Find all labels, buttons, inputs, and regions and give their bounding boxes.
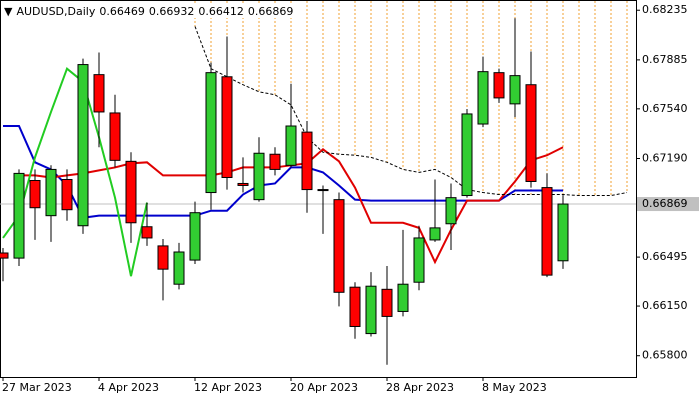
candle-body — [13, 172, 25, 259]
x-tick-label: 20 Apr 2023 — [290, 381, 358, 394]
header-close: 0.66869 — [247, 5, 294, 18]
candle-body — [109, 112, 121, 161]
candle-body — [381, 288, 393, 317]
candle-body — [301, 131, 313, 191]
candle-body — [61, 178, 73, 211]
y-tick-label: 0.66495 — [642, 250, 688, 263]
candle-body — [477, 71, 489, 125]
x-tick-label: 27 Mar 2023 — [2, 381, 72, 394]
candle-body — [413, 237, 425, 283]
candle-body — [93, 74, 105, 113]
header-low: 0.66412 — [198, 5, 244, 18]
candle-body — [205, 72, 217, 194]
chart-header: ▼ AUDUSD,Daily 0.66469 0.66932 0.66412 0.6686… — [4, 5, 298, 18]
candle-body — [525, 84, 537, 182]
last-price-box — [637, 197, 699, 212]
indicator-line — [2, 67, 148, 277]
candle-body — [141, 226, 153, 239]
candle-body — [493, 72, 505, 99]
candle-body — [125, 160, 137, 224]
candle-body — [509, 75, 521, 105]
x-tick-label: 28 Apr 2023 — [386, 381, 454, 394]
candle-body — [0, 252, 9, 259]
candle-body — [349, 286, 361, 327]
y-tick-label: 0.67190 — [642, 151, 688, 164]
x-tick-label: 8 May 2023 — [482, 381, 547, 394]
candle-body — [445, 197, 457, 225]
last-price-label: 0.66869 — [642, 197, 688, 210]
candle-body — [429, 227, 441, 241]
candle-body — [237, 182, 249, 186]
candle-body — [541, 187, 553, 276]
candle-body — [189, 212, 201, 261]
candle-body — [333, 199, 345, 293]
plot-frame — [0, 0, 637, 378]
chart-title: AUDUSD,Daily — [16, 5, 96, 18]
candle-body — [77, 64, 89, 227]
y-tick-label: 0.66150 — [642, 299, 688, 312]
header-high: 0.66932 — [148, 5, 195, 18]
candle-body — [317, 189, 329, 192]
x-tick-label: 12 Apr 2023 — [194, 381, 262, 394]
x-tick-label: 4 Apr 2023 — [98, 381, 159, 394]
candle-body — [253, 152, 265, 201]
y-tick-label: 0.67885 — [642, 53, 688, 66]
candle-body — [157, 245, 169, 270]
candle-body — [29, 179, 41, 209]
y-tick-label: 0.65800 — [642, 349, 688, 362]
candle-body — [173, 251, 185, 285]
header-arrow: ▼ — [4, 5, 13, 18]
candle-body — [221, 76, 233, 179]
candle-body — [45, 168, 57, 217]
candle-body — [557, 203, 569, 262]
candle-body — [397, 283, 409, 312]
header-open: 0.66469 — [99, 5, 145, 18]
span-line — [194, 26, 628, 197]
y-tick-label: 0.67540 — [642, 102, 688, 115]
y-tick-label: 0.68235 — [642, 3, 688, 16]
candle-body — [461, 113, 473, 197]
candle-body — [269, 153, 281, 170]
candle-body — [365, 285, 377, 335]
candle-body — [285, 125, 297, 166]
